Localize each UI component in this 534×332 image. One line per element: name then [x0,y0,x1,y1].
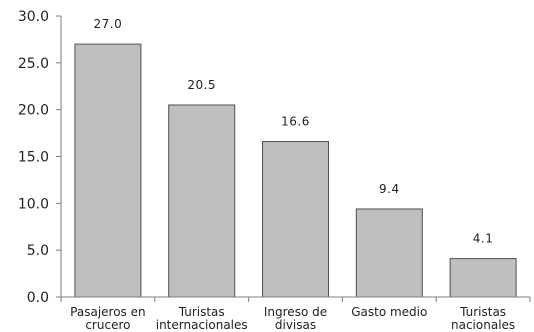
y-tick-label: 5.0 [27,243,49,259]
x-tick-label: Ingreso de divisas [264,305,327,332]
bar [74,43,142,298]
data-label: 27.0 [94,17,123,31]
data-label: 9.4 [379,182,400,196]
y-axis: 0.0 5.0 10.0 15.0 20.0 25.0 30.0 [18,9,62,306]
y-tick-label: 30.0 [18,9,49,25]
x-tick-label: Turistas internacionales [156,305,248,332]
y-tick-label: 10.0 [18,196,49,212]
x-tick-label: Pasajeros en crucero [70,305,145,332]
bar [262,141,329,298]
y-tick-label: 25.0 [18,56,49,72]
x-tick-label: Gasto medio [351,305,427,319]
y-tick-label: 20.0 [18,103,49,119]
data-label: 20.5 [187,78,216,92]
data-label: 16.6 [281,115,310,129]
y-tick-label: 0.0 [27,290,49,306]
bar [168,104,236,298]
data-label: 4.1 [473,232,494,246]
bars: 27.0 20.5 16.6 9.4 4.1 [74,17,517,298]
bar [355,208,423,298]
x-axis: Pasajeros en crucero Turistas internacional… [60,296,531,332]
bar [449,258,517,298]
y-tick-label: 15.0 [18,150,49,166]
x-tick-label: Turistas nacionales [451,305,515,332]
